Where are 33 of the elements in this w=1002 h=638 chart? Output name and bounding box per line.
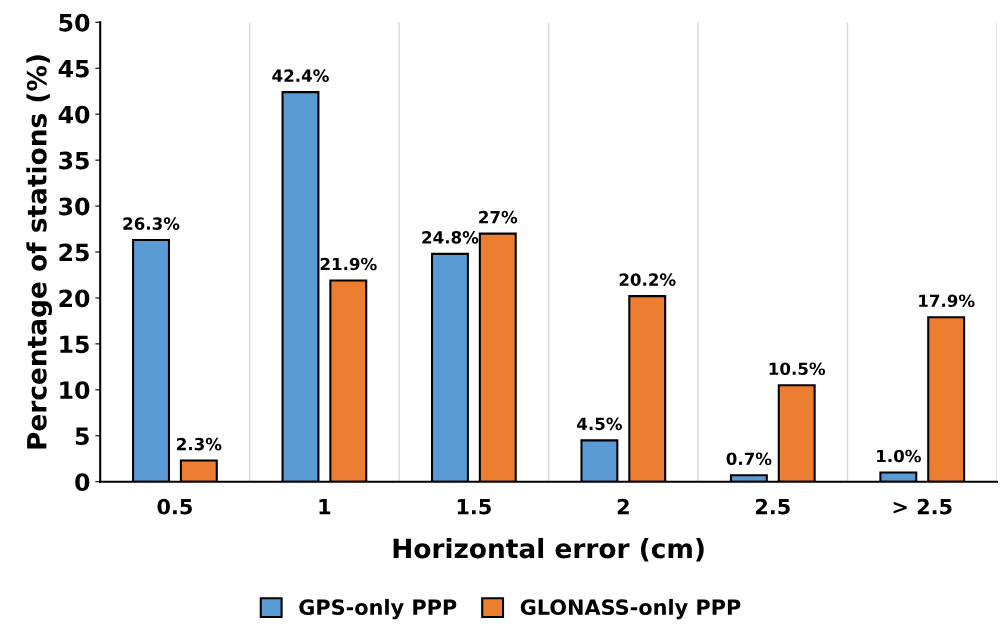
data-label: 2.3% — [177, 437, 222, 451]
y-axis-title: Percentage of stations (%) — [26, 55, 53, 449]
x-tick-label: 2 — [617, 498, 629, 515]
data-label: 24.8% — [422, 231, 479, 244]
data-label: 4.5% — [577, 417, 622, 431]
x-tick-label: 2.5 — [755, 498, 790, 515]
x-tick-label: 1.5 — [457, 499, 491, 515]
y-tick-label: 35 — [59, 151, 89, 170]
data-label: 21.9% — [320, 257, 377, 271]
x-axis-title: Horizontal error (cm) — [393, 537, 704, 562]
y-tick-label: 15 — [60, 335, 89, 354]
x-tick-label: 0.5 — [157, 498, 192, 515]
y-tick-label: 50 — [59, 13, 90, 32]
y-tick-label: 40 — [58, 105, 90, 124]
y-tick-label: 20 — [59, 289, 90, 308]
legend-label: GPS-only PPP — [299, 598, 457, 620]
x-tick-label: > 2.5 — [893, 498, 952, 515]
legend-label: GLONASS-only PPP — [520, 598, 741, 620]
data-label: 42.4% — [272, 69, 329, 82]
y-tick-label: 0 — [75, 473, 90, 491]
data-label: 26.3% — [123, 217, 180, 230]
data-label: 0.7% — [726, 452, 772, 466]
data-label: 1.0% — [877, 449, 921, 463]
y-tick-label: 10 — [60, 381, 90, 400]
data-label: 17.9% — [919, 294, 975, 308]
data-label: 20.2% — [619, 273, 676, 286]
y-tick-label: 25 — [59, 243, 89, 262]
y-tick-label: 5 — [75, 427, 89, 446]
data-label: 10.5% — [769, 362, 826, 376]
x-tick-label: 1 — [319, 499, 331, 515]
y-tick-label: 45 — [58, 60, 89, 78]
y-tick-label: 30 — [59, 197, 90, 216]
data-label: 27% — [479, 210, 518, 224]
